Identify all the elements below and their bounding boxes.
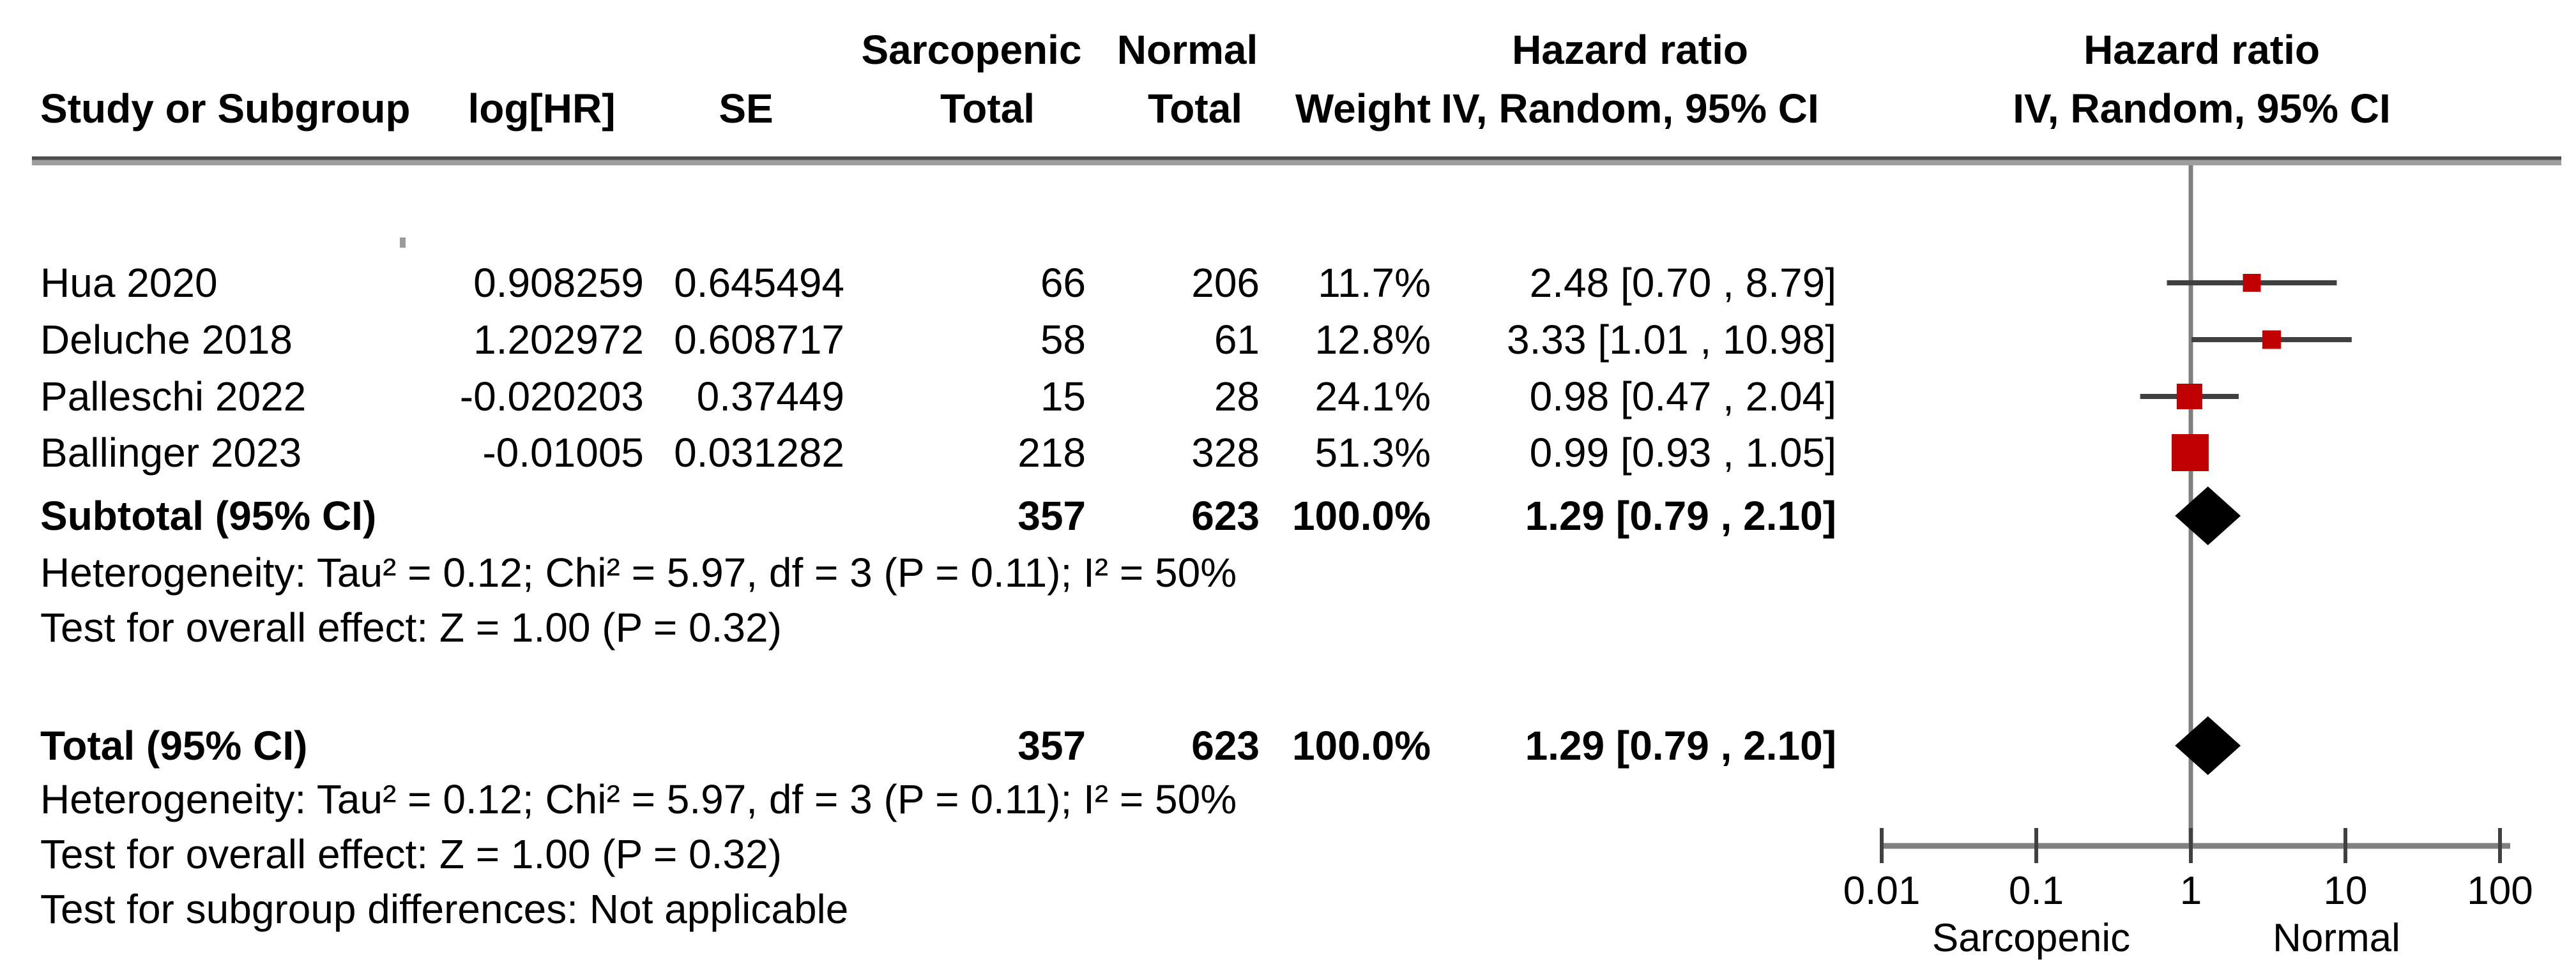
pooled-diamond [2175, 716, 2241, 775]
header-sarcopenic-total: Total [940, 86, 1035, 132]
cell-study: Total (95% CI) [40, 723, 308, 769]
cell-sarcopenic-total: 357 [1017, 723, 1086, 769]
header-iv-random-text: IV, Random, 95% CI [1441, 86, 1819, 132]
axis-label-normal: Normal [2273, 916, 2400, 960]
header-se: SE [719, 86, 774, 132]
cell-hr-ci: 0.98 [0.47 , 2.04] [1529, 373, 1836, 419]
axis-tick-label: 0.01 [1843, 869, 1921, 913]
overall-effect-total-line: Test for overall effect: Z = 1.00 (P = 0… [40, 831, 782, 877]
header-hazard-ratio-plot: Hazard ratio [2084, 27, 2320, 73]
cell-weight: 100.0% [1292, 493, 1431, 539]
header-rule [32, 156, 2561, 165]
cell-loghr: 1.202972 [473, 317, 644, 363]
cell-weight: 24.1% [1315, 373, 1431, 419]
cell-normal-total: 206 [1191, 260, 1260, 306]
cell-hr-ci: 1.29 [0.79 , 2.10] [1525, 723, 1836, 769]
cell-se: 0.37449 [696, 373, 844, 419]
header-iv-random-plot: IV, Random, 95% CI [2013, 86, 2391, 132]
header-group-sarcopenic: Sarcopenic [861, 27, 1082, 73]
cell-hr-ci: 0.99 [0.93 , 1.05] [1529, 430, 1836, 476]
header-hazard-ratio-text: Hazard ratio [1512, 27, 1748, 73]
cell-normal-total: 623 [1191, 493, 1260, 539]
cell-sarcopenic-total: 58 [1040, 317, 1086, 363]
cell-sarcopenic-total: 218 [1017, 430, 1086, 476]
cell-normal-total: 328 [1191, 430, 1260, 476]
cell-hr-ci: 3.33 [1.01 , 10.98] [1507, 317, 1836, 363]
cell-sarcopenic-total: 15 [1040, 373, 1086, 419]
cell-se: 0.608717 [674, 317, 844, 363]
cell-loghr: 0.908259 [473, 260, 644, 306]
cell-weight: 11.7% [1318, 260, 1431, 306]
pooled-diamond [2175, 486, 2241, 545]
cell-se: 0.031282 [674, 430, 844, 476]
header-loghr: log[HR] [468, 86, 616, 132]
overall-effect-subtotal-line: Test for overall effect: Z = 1.00 (P = 0… [40, 605, 782, 651]
effect-marker [2262, 330, 2281, 349]
cell-se: 0.645494 [674, 260, 844, 306]
cell-normal-total: 623 [1191, 723, 1260, 769]
axis-tick-label: 10 [2323, 869, 2368, 913]
axis-tick-label: 0.1 [2008, 869, 2064, 913]
cell-loghr: -0.01005 [482, 430, 644, 476]
axis-tick-label: 1 [2179, 869, 2202, 913]
effect-marker [2176, 384, 2202, 409]
cell-normal-total: 28 [1214, 373, 1260, 419]
header-normal-total: Total [1147, 86, 1243, 132]
cell-study: Deluche 2018 [40, 317, 293, 363]
cell-weight: 12.8% [1315, 317, 1431, 363]
cell-loghr: -0.020203 [459, 373, 644, 419]
cell-normal-total: 61 [1214, 317, 1260, 363]
cell-hr-ci: 2.48 [0.70 , 8.79] [1529, 260, 1836, 306]
header-weight: Weight [1295, 86, 1431, 132]
heterogeneity-subtotal-line: Heterogeneity: Tau² = 0.12; Chi² = 5.97,… [40, 550, 1237, 596]
effect-marker [2243, 274, 2261, 292]
cell-sarcopenic-total: 357 [1017, 493, 1086, 539]
subgroup-differences-line: Test for subgroup differences: Not appli… [40, 886, 849, 932]
cell-study: Palleschi 2022 [40, 373, 307, 419]
cell-study: Hua 2020 [40, 260, 218, 306]
cell-sarcopenic-total: 66 [1040, 260, 1086, 306]
heterogeneity-total-line: Heterogeneity: Tau² = 0.12; Chi² = 5.97,… [40, 776, 1237, 822]
axis-tick-label: 100 [2467, 869, 2533, 913]
effect-marker [2171, 434, 2209, 471]
stray-tick-mark [400, 237, 406, 248]
header-study-or-subgroup: Study or Subgroup [40, 86, 411, 132]
cell-weight: 51.3% [1315, 430, 1431, 476]
cell-study: Subtotal (95% CI) [40, 493, 377, 539]
header-group-normal: Normal [1117, 27, 1258, 73]
cell-hr-ci: 1.29 [0.79 , 2.10] [1525, 493, 1836, 539]
cell-weight: 100.0% [1292, 723, 1431, 769]
cell-study: Ballinger 2023 [40, 430, 302, 476]
axis-label-sarcopenic: Sarcopenic [1932, 916, 2131, 960]
